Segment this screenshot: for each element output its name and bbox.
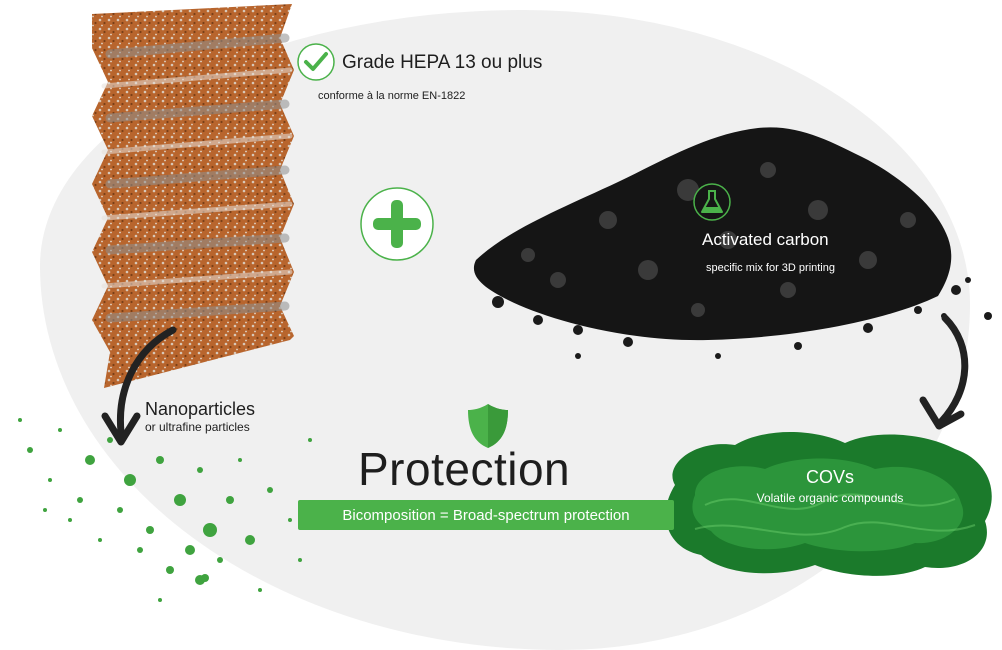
hepa-grade-title: Grade HEPA 13 ou plus	[342, 52, 543, 73]
hepa-filter-illustration	[92, 4, 294, 388]
nanoparticles-subtitle: or ultrafine particles	[145, 420, 250, 434]
covs-subtitle: Volatile organic compounds	[756, 491, 904, 505]
activated-carbon-title: Activated carbon	[702, 230, 829, 249]
flask-icon	[692, 182, 732, 227]
shield-icon	[466, 402, 510, 455]
covs-title: COVs	[805, 467, 854, 487]
activated-carbon-subtitle: specific mix for 3D printing	[706, 262, 835, 274]
plus-icon	[359, 186, 435, 267]
protection-title: Protection	[358, 443, 571, 495]
covs-cloud	[665, 432, 992, 576]
nanoparticles-title: Nanoparticles	[145, 399, 256, 419]
activated-carbon-pile	[473, 127, 992, 359]
arrow-to-nanoparticles	[101, 326, 177, 446]
hepa-standard-subtitle: conforme à la norme EN-1822	[318, 90, 466, 102]
nanoparticles-scatter	[18, 418, 312, 602]
check-icon	[296, 42, 336, 87]
protection-banner: Bicomposition = Broad-spectrum protectio…	[298, 500, 674, 530]
arrow-to-covs	[919, 314, 969, 430]
